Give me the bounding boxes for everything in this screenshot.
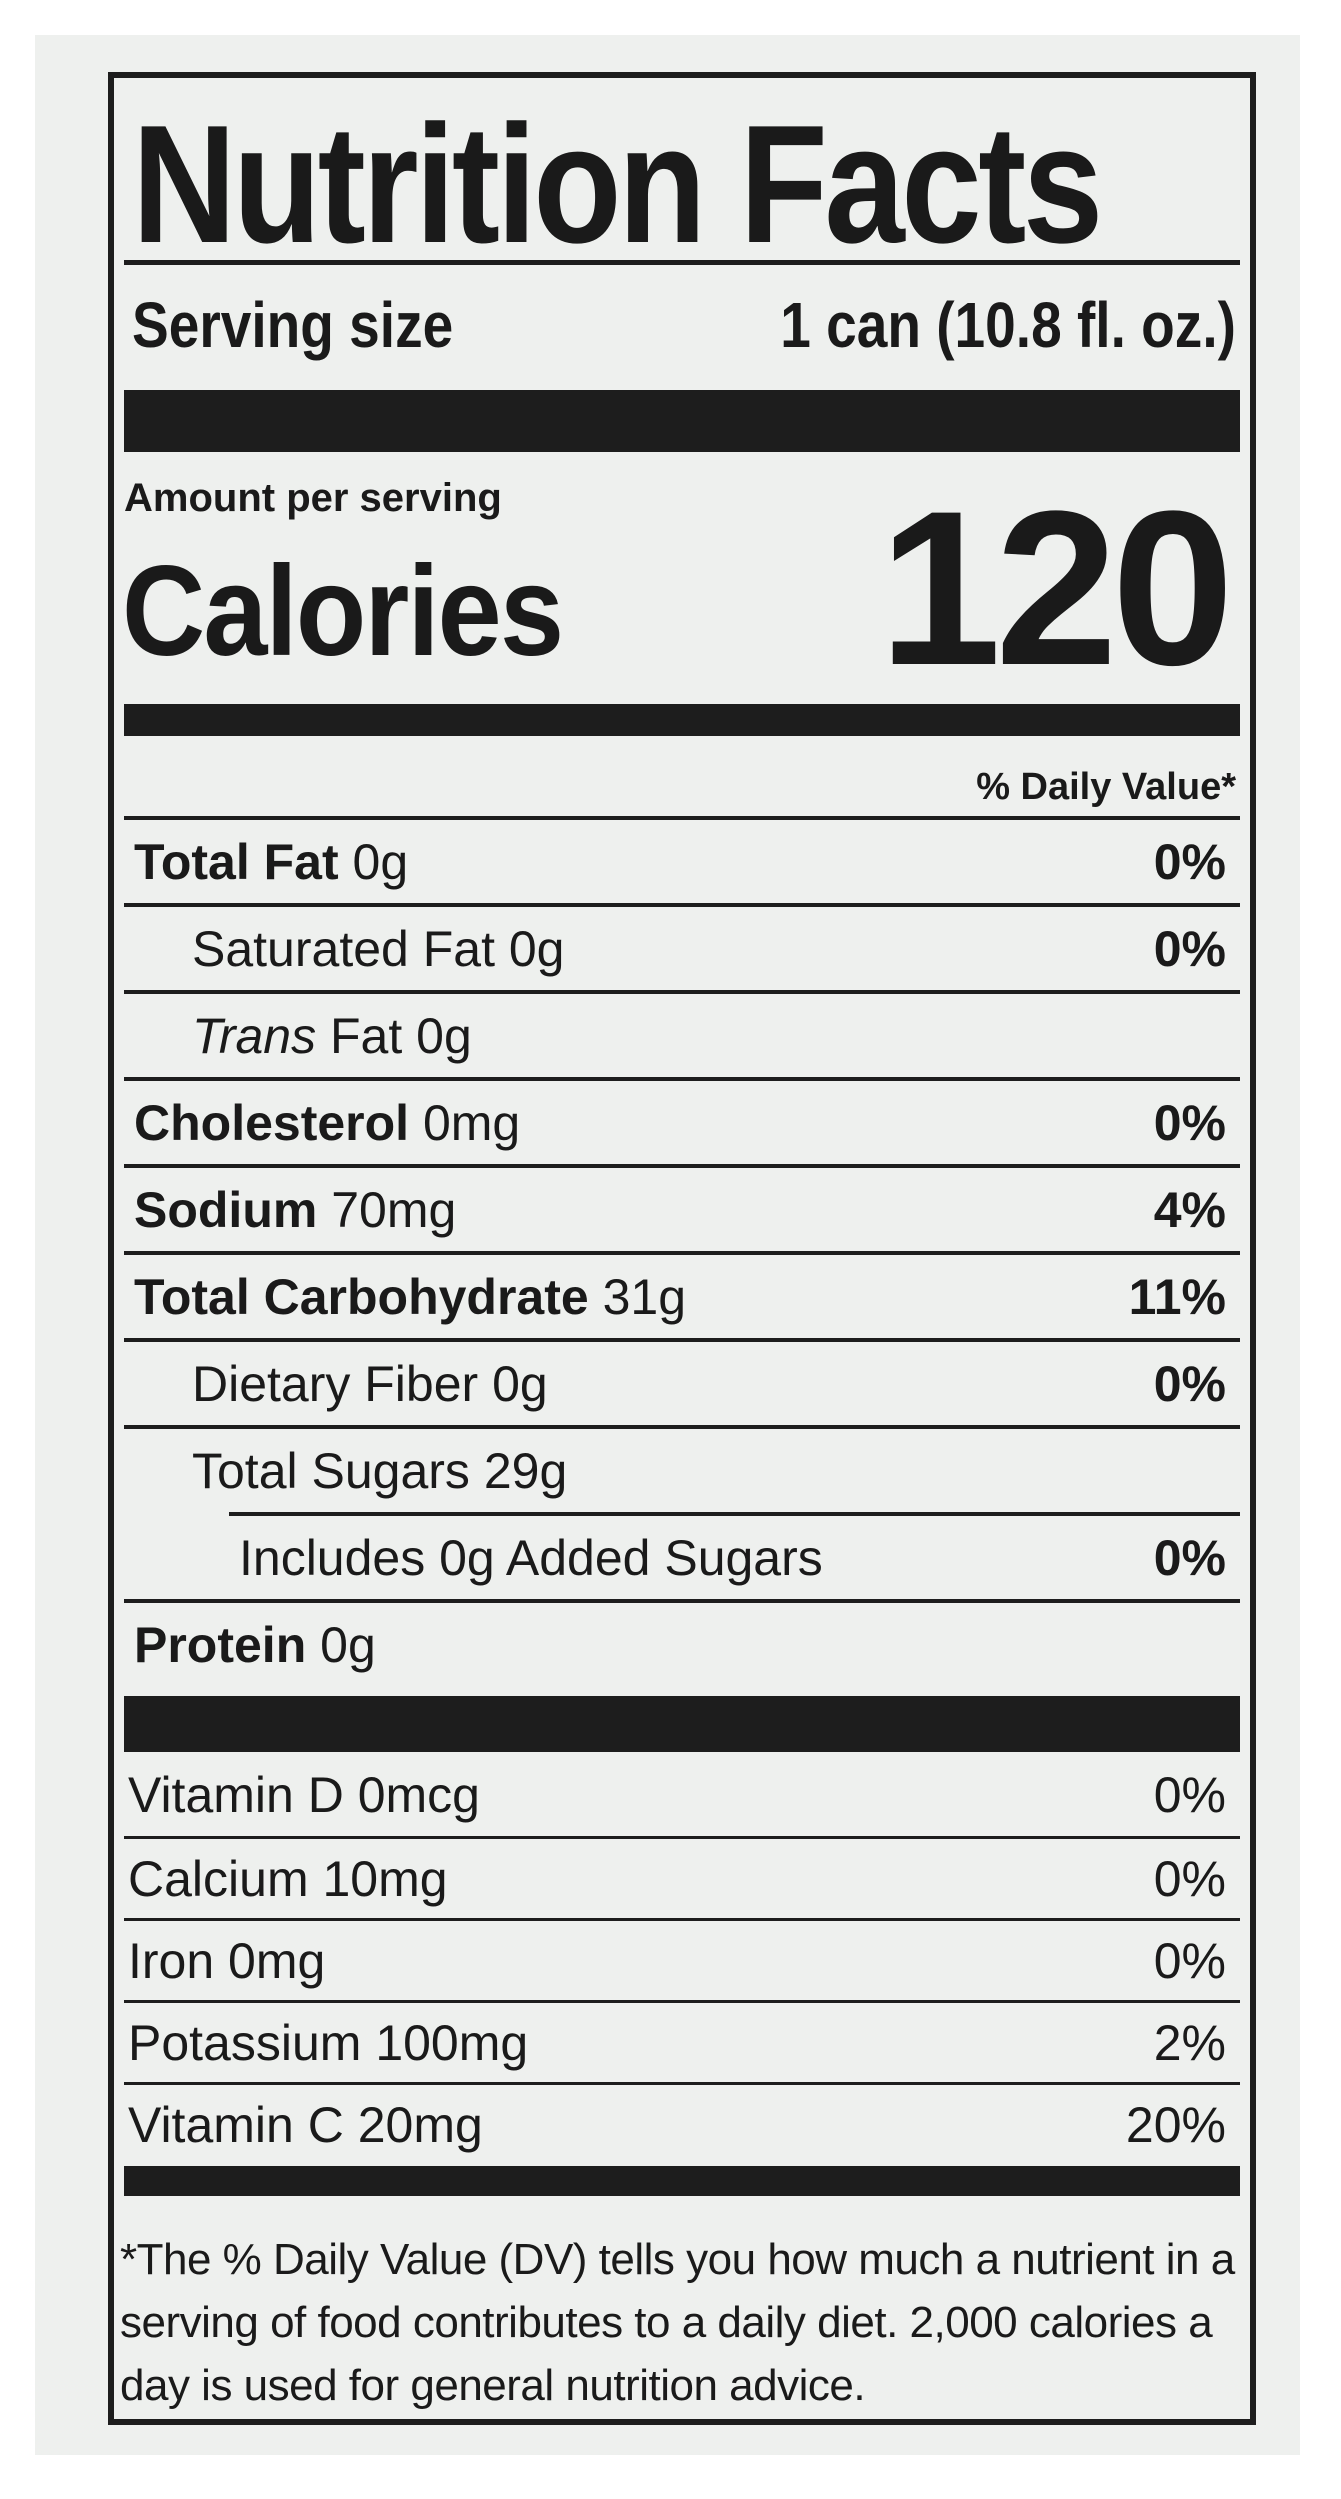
divider-thick (124, 1696, 1240, 1752)
nutrient-name: Cholesterol (134, 1094, 410, 1151)
nutrient-row-saturated-fat: Saturated Fat 0g 0% (124, 903, 1240, 990)
vitamin-name: Vitamin C 20mg (128, 2096, 483, 2153)
nutrient-dv: 11% (1128, 1268, 1226, 1325)
divider-thin (124, 260, 1240, 265)
vitamin-dv: 0% (1153, 1767, 1226, 1823)
nutrient-amount: 70mg (331, 1181, 457, 1238)
nutrient-amount: 29g (483, 1442, 568, 1499)
nutrient-amount: 0g (320, 1616, 376, 1673)
nutrient-dv: 0% (1153, 920, 1226, 977)
vitamin-row-vitamin-d: Vitamin D 0mcg 0% (124, 1754, 1240, 1836)
amount-per-serving: Amount per serving (124, 476, 502, 520)
nutrient-name: Total Fat (134, 833, 339, 890)
nutrient-name: Saturated Fat (192, 920, 495, 977)
serving-size-value: 1 can (10.8 fl. oz.) (780, 289, 1236, 361)
nutrition-facts-label: Nutrition Facts Serving size 1 can (10.8… (108, 72, 1256, 2425)
nutrient-row-added-sugars: Includes 0g Added Sugars 0% (229, 1512, 1240, 1599)
nutrient-dv: 0% (1153, 1355, 1226, 1412)
vitamin-dv: 0% (1153, 1932, 1226, 1989)
vitamin-name: Iron 0mg (128, 1932, 326, 1989)
nutrient-list: Total Fat 0g 0% Saturated Fat 0g 0% Tran… (114, 816, 1250, 1686)
nutrient-name: Dietary Fiber (192, 1355, 479, 1412)
nutrient-name: Protein (134, 1616, 307, 1673)
nutrient-row-trans-fat: Trans Fat 0g (124, 990, 1240, 1077)
calories-label: Calories (122, 540, 564, 683)
nutrient-amount: 0g (352, 833, 409, 890)
footnote: *The % Daily Value (DV) tells you how mu… (120, 2235, 1235, 2410)
divider-medium (124, 704, 1240, 736)
nutrient-dv: 4% (1153, 1181, 1226, 1238)
nutrient-row-cholesterol: Cholesterol 0mg 0% (124, 1077, 1240, 1164)
vitamin-dv: 20% (1125, 2096, 1226, 2153)
vitamin-name: Vitamin D 0mcg (128, 1767, 480, 1823)
vitamin-row-potassium: Potassium 100mg 2% (124, 2000, 1240, 2082)
nutrient-row-total-sugars: Total Sugars 29g (124, 1425, 1240, 1512)
nutrient-row-protein: Protein 0g (124, 1599, 1240, 1686)
vitamin-list: Vitamin D 0mcg 0% Calcium 10mg 0% Iron 0mg… (114, 1754, 1250, 2164)
vitamin-name: Calcium 10mg (128, 1850, 448, 1907)
nutrient-name-italic: Trans (192, 1007, 317, 1064)
nutrient-name: Fat (330, 1007, 403, 1064)
divider-medium (124, 2166, 1240, 2196)
nutrient-dv: 0% (1153, 1529, 1226, 1586)
nutrient-dv: 0% (1153, 833, 1226, 890)
nutrient-name: Total Sugars (192, 1442, 470, 1499)
divider-thick (124, 390, 1240, 452)
nutrient-row-dietary-fiber: Dietary Fiber 0g 0% (124, 1338, 1240, 1425)
nutrient-dv: 0% (1153, 1094, 1226, 1151)
label-title: Nutrition Facts (132, 90, 1103, 278)
vitamin-row-vitamin-c: Vitamin C 20mg 20% (124, 2082, 1240, 2164)
calories-value: 120 (878, 465, 1234, 711)
vitamin-name: Potassium 100mg (128, 2014, 529, 2071)
serving-size-label: Serving size (132, 289, 454, 361)
nutrient-amount: 0g (492, 1355, 548, 1412)
nutrient-name: Sodium (134, 1181, 318, 1238)
nutrient-row-sodium: Sodium 70mg 4% (124, 1164, 1240, 1251)
nutrient-name: Includes 0g Added Sugars (239, 1529, 823, 1586)
vitamin-dv: 0% (1153, 1850, 1226, 1907)
nutrient-name: Total Carbohydrate (134, 1268, 589, 1325)
serving-size-row: Serving size 1 can (10.8 fl. oz.) (132, 289, 1236, 361)
nutrient-amount: 0g (416, 1007, 472, 1064)
vitamin-row-calcium: Calcium 10mg 0% (124, 1836, 1240, 1918)
nutrient-amount: 0g (508, 920, 565, 977)
nutrient-row-total-carbohydrate: Total Carbohydrate 31g 11% (124, 1251, 1240, 1338)
nutrient-amount: 0mg (422, 1094, 521, 1151)
vitamin-row-iron: Iron 0mg 0% (124, 1918, 1240, 2000)
nutrient-amount: 31g (602, 1268, 687, 1325)
vitamin-dv: 2% (1153, 2014, 1226, 2071)
daily-value-header: % Daily Value* (976, 766, 1236, 808)
nutrient-row-total-fat: Total Fat 0g 0% (124, 816, 1240, 903)
